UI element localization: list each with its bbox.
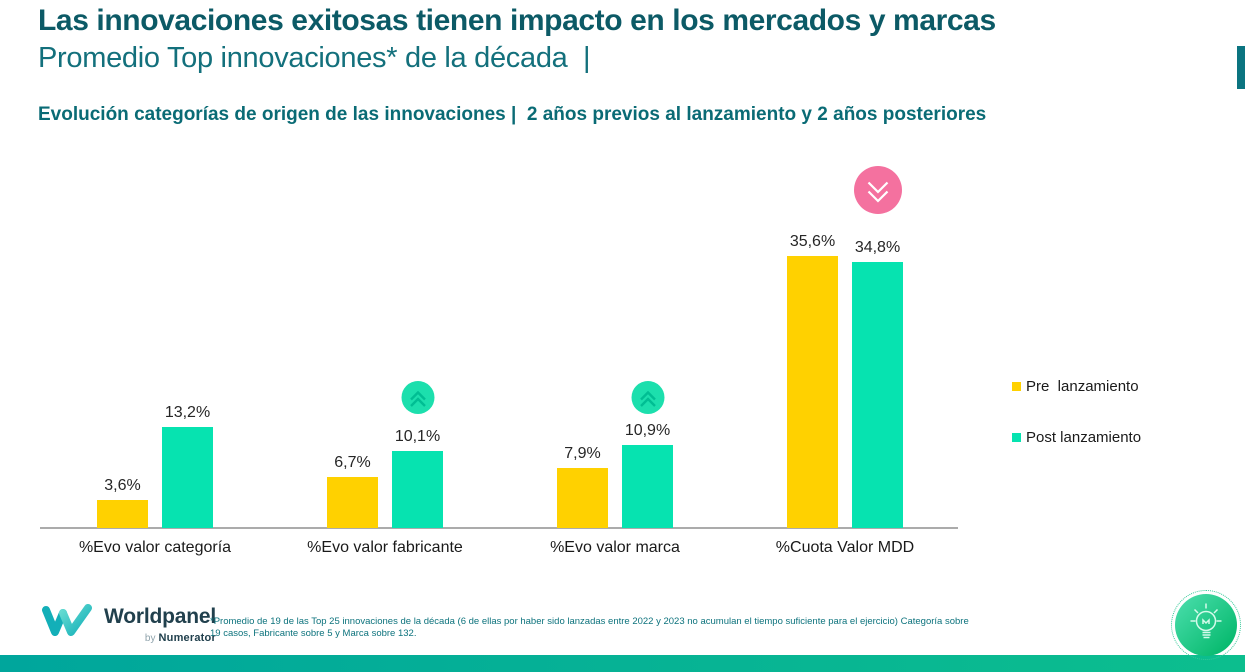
- bar-pre-lanzamiento: 6,7%: [327, 454, 378, 528]
- bar-pre-lanzamiento: 3,6%: [97, 477, 148, 528]
- bar-post-lanzamiento: 10,9%: [622, 422, 673, 528]
- numerator-byline: by Numerator: [145, 632, 216, 644]
- bar-value-label: 10,9%: [624, 422, 671, 439]
- legend-swatch-pre: [1012, 381, 1021, 391]
- insight-bulb-button[interactable]: [1175, 594, 1237, 656]
- bar-pre-lanzamiento: 7,9%: [557, 445, 608, 528]
- chart-group-3: 7,9% 10,9% %Evo valor marca: [500, 381, 730, 556]
- bar-post-lanzamiento: 13,2%: [162, 404, 213, 528]
- section-heading: Evolución categorías de origen de las in…: [38, 104, 987, 125]
- worldpanel-wordmark: Worldpanel: [104, 605, 216, 628]
- bar-value-label: 6,7%: [334, 454, 371, 471]
- page-title: Las innovaciones exitosas tienen impacto…: [38, 4, 996, 37]
- x-axis-line: [40, 527, 958, 529]
- category-label: %Cuota Valor MDD: [775, 539, 915, 556]
- chevrons-down-icon: [853, 166, 902, 214]
- chart-legend: Pre lanzamiento Post lanzamiento: [1012, 377, 1141, 479]
- bar-post-lanzamiento: 34,8%: [852, 239, 903, 528]
- bar-value-label: 3,6%: [104, 477, 141, 494]
- legend-label-pre: Pre lanzamiento: [1026, 377, 1139, 395]
- right-accent-bar: [1237, 46, 1245, 89]
- footnote-text: *Promedio de 19 de las Top 25 innovacion…: [210, 616, 969, 639]
- bar-value-label: 7,9%: [564, 445, 601, 462]
- legend-item-post: Post lanzamiento: [1012, 428, 1141, 446]
- chevrons-up-icon: [401, 381, 434, 414]
- category-label: %Evo valor marca: [550, 539, 680, 556]
- category-label: %Evo valor categoría: [78, 539, 232, 556]
- category-label: %Evo valor fabricante: [307, 539, 463, 556]
- lightbulb-icon: [1175, 594, 1237, 656]
- legend-label-post: Post lanzamiento: [1026, 428, 1142, 446]
- bottom-accent-bar: [0, 655, 1245, 672]
- bar-value-label: 34,8%: [854, 239, 901, 256]
- byline-prefix: by: [144, 633, 156, 644]
- legend-swatch-post: [1012, 432, 1021, 442]
- numerator-wordmark: Numerator: [158, 632, 216, 644]
- chart-group-1: 3,6% 13,2% %Evo valor categoría: [40, 404, 270, 556]
- worldpanel-w-icon: [38, 596, 96, 645]
- bulb-dotted-ring: [1171, 590, 1241, 660]
- logo-texts: Worldpanel by Numerator: [104, 596, 216, 644]
- chart-group-4: 35,6% 34,8% %Cuota Valor MDD: [730, 166, 960, 556]
- bar-value-label: 13,2%: [164, 404, 211, 421]
- bar-pre-lanzamiento: 35,6%: [787, 233, 838, 528]
- chart-group-2: 6,7% 10,1% %Evo valor fabricante: [270, 381, 500, 556]
- worldpanel-logo: Worldpanel by Numerator: [38, 596, 216, 645]
- chevrons-up-icon: [631, 381, 664, 414]
- page-subtitle: Promedio Top innovaciones* de la década …: [38, 42, 591, 74]
- legend-item-pre: Pre lanzamiento: [1012, 377, 1141, 395]
- bar-post-lanzamiento: 10,1%: [392, 428, 443, 528]
- bar-value-label: 35,6%: [789, 233, 836, 250]
- bar-value-label: 10,1%: [394, 428, 441, 445]
